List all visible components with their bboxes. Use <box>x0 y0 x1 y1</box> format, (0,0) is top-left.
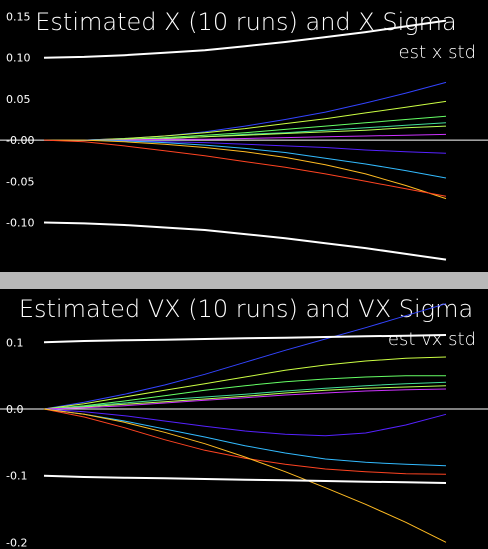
y-tick-label: -0.05 <box>6 175 34 188</box>
run-line <box>43 408 447 467</box>
y-tick-label: -0.1 <box>6 470 27 483</box>
run-line <box>44 139 447 200</box>
y-tick-label: -0.2 <box>6 536 27 549</box>
chart-title: Estimated VX (10 runs) and VX Sigma <box>19 295 473 323</box>
run-line <box>44 100 447 141</box>
run-line <box>43 388 447 410</box>
run-line <box>43 408 447 475</box>
run-line <box>43 303 447 410</box>
panel-separator <box>0 272 488 289</box>
run-line <box>44 133 447 141</box>
run-line <box>44 125 447 141</box>
run-line <box>43 385 447 410</box>
sigma-line <box>43 334 447 344</box>
run-line <box>43 375 446 410</box>
chart-title: Estimated X (10 runs) and X Sigma <box>35 8 457 36</box>
y-tick-label: 0.10 <box>6 52 31 65</box>
x-estimate-chart: Estimated X (10 runs) and X Sigma est x … <box>0 8 488 261</box>
legend-entry: est x std <box>399 42 476 63</box>
sigma-line <box>43 221 447 261</box>
run-line <box>43 381 447 410</box>
legend-entry: est vx std <box>388 329 476 350</box>
run-line <box>43 139 447 197</box>
vx-estimate-panel: Estimated VX (10 runs) and VX Sigma est … <box>0 289 488 549</box>
run-line <box>43 408 447 543</box>
run-line <box>44 81 447 141</box>
y-tick-label: -0.00 <box>6 134 34 147</box>
y-tick-label: 0.05 <box>6 93 31 106</box>
vx-estimate-chart: Estimated VX (10 runs) and VX Sigma est … <box>0 295 488 549</box>
y-tick-label: 0.1 <box>6 336 24 349</box>
run-line <box>43 408 447 437</box>
y-tick-label: -0.10 <box>6 217 34 230</box>
run-line <box>44 122 447 141</box>
sigma-line <box>43 474 447 484</box>
x-estimate-panel: Estimated X (10 runs) and X Sigma est x … <box>0 0 488 272</box>
sigma-line <box>43 19 447 59</box>
run-line <box>43 356 447 410</box>
run-line <box>44 139 447 179</box>
y-tick-label: 0.15 <box>6 10 31 23</box>
y-tick-label: 0.0 <box>6 403 24 416</box>
